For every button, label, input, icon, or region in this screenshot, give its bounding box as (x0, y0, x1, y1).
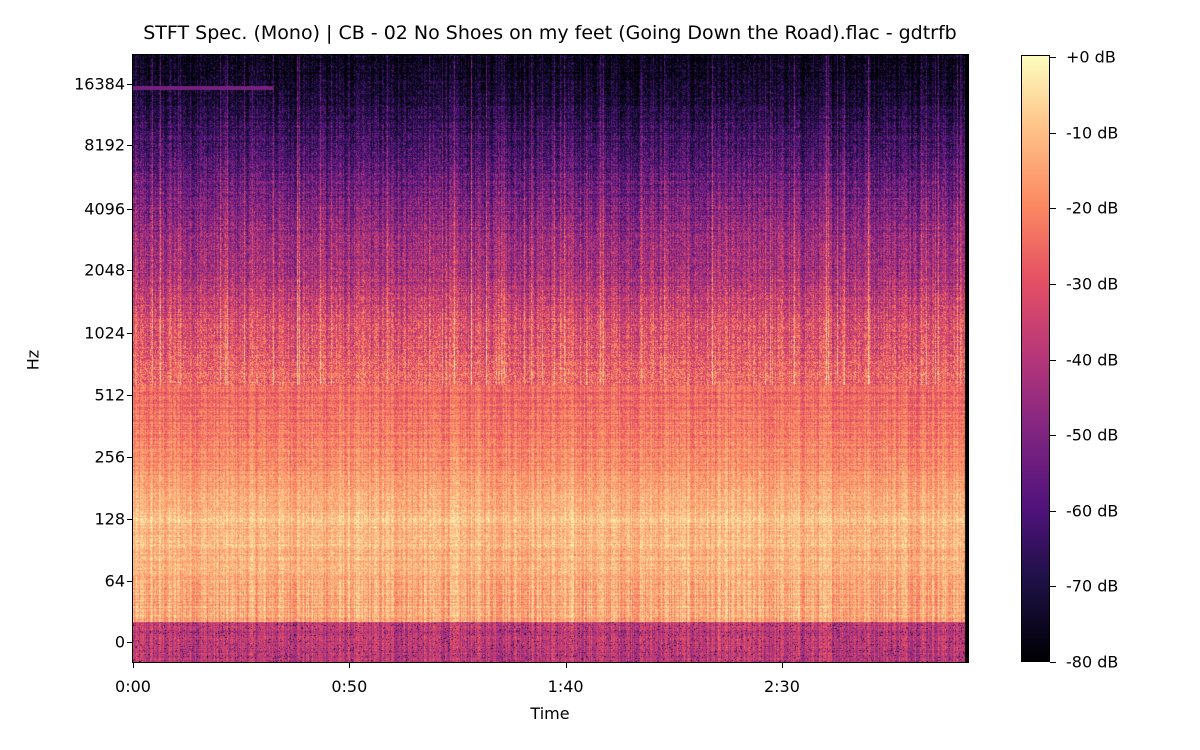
colorbar-tick-mark (1050, 662, 1056, 663)
x-tick-mark (349, 662, 351, 668)
x-tick-label: 0:50 (331, 677, 368, 696)
colorbar-tick-label: -70 dB (1066, 576, 1119, 596)
y-tick-label: 256 (94, 447, 125, 467)
x-tick-label: 1:40 (547, 677, 584, 696)
x-axis-label: Time (530, 704, 570, 723)
colorbar-tick-label: -40 dB (1066, 350, 1119, 369)
y-tick-label: 4096 (84, 199, 125, 219)
y-tick-mark (127, 395, 133, 396)
chart-title: STFT Spec. (Mono) | CB - 02 No Shoes on … (143, 22, 957, 44)
x-tick-mark (781, 662, 783, 668)
y-tick-label: 64 (104, 571, 125, 591)
y-tick-label: 2048 (84, 260, 125, 280)
y-tick-label: 0 (114, 632, 125, 652)
y-tick-mark (127, 209, 133, 210)
colorbar-tick-label: -20 dB (1066, 198, 1119, 218)
y-tick-mark (127, 642, 133, 643)
y-tick-mark (127, 333, 133, 334)
y-tick-mark (127, 457, 133, 458)
colorbar-tick-label: -60 dB (1066, 501, 1119, 521)
colorbar-tick-mark (1050, 132, 1056, 134)
x-tick-mark (133, 662, 134, 668)
spectrogram-heatmap (132, 54, 968, 662)
colorbar-tick-mark (1050, 359, 1056, 361)
y-tick-mark (127, 84, 133, 85)
y-tick-mark (127, 519, 133, 520)
y-tick-mark (127, 270, 133, 271)
y-axis-label: Hz (23, 349, 43, 371)
colorbar-tick-label: -30 dB (1066, 274, 1119, 294)
y-tick-mark (127, 581, 133, 582)
y-tick-label: 512 (94, 385, 125, 405)
colorbar-tick-mark (1050, 435, 1056, 437)
colorbar-tick-mark (1050, 57, 1056, 58)
colorbar-tick-mark (1050, 208, 1056, 210)
x-tick-label: 0:00 (115, 677, 151, 696)
y-tick-label: 1024 (84, 323, 125, 343)
colorbar (1021, 55, 1050, 662)
spectrogram-plot-area (131, 53, 969, 663)
y-tick-label: 16384 (74, 74, 125, 94)
y-tick-label: 128 (94, 509, 125, 529)
y-tick-mark (127, 145, 133, 146)
x-tick-mark (565, 662, 567, 668)
y-tick-label: 8192 (84, 135, 125, 155)
colorbar-tick-label: -50 dB (1066, 425, 1119, 445)
colorbar-tick-label: +0 dB (1066, 47, 1116, 67)
colorbar-tick-label: -80 dB (1066, 652, 1119, 672)
colorbar-tick-mark (1050, 510, 1056, 512)
colorbar-tick-mark (1050, 283, 1056, 285)
colorbar-tick-mark (1050, 586, 1056, 588)
x-tick-label: 2:30 (763, 677, 800, 696)
colorbar-tick-label: -10 dB (1066, 123, 1119, 143)
